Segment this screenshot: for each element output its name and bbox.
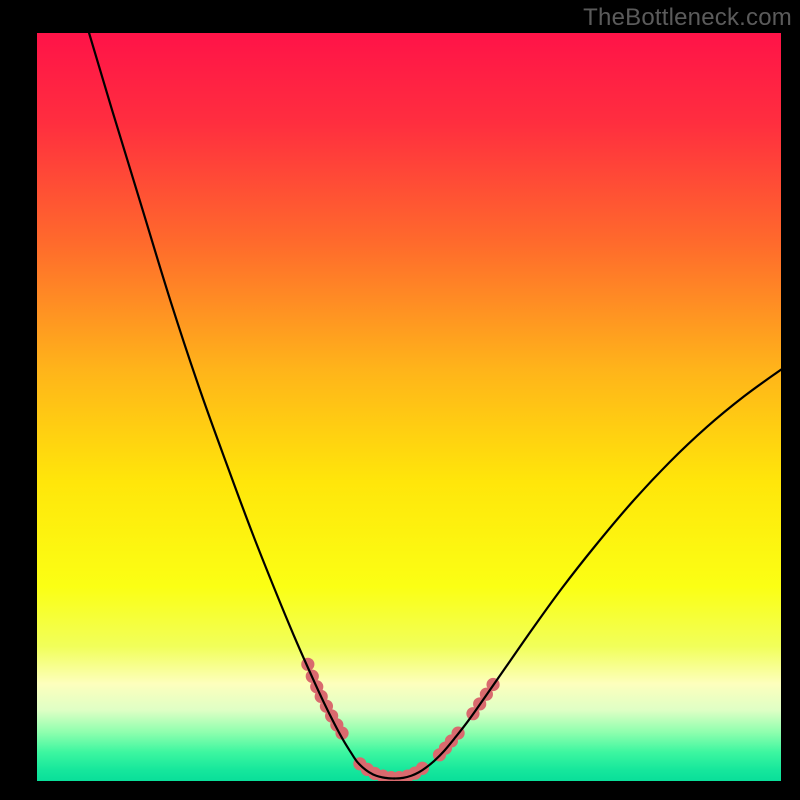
watermark-text: TheBottleneck.com (583, 4, 792, 32)
curve-layer (0, 0, 800, 800)
curve_left (89, 33, 394, 779)
curve_right (394, 370, 781, 779)
